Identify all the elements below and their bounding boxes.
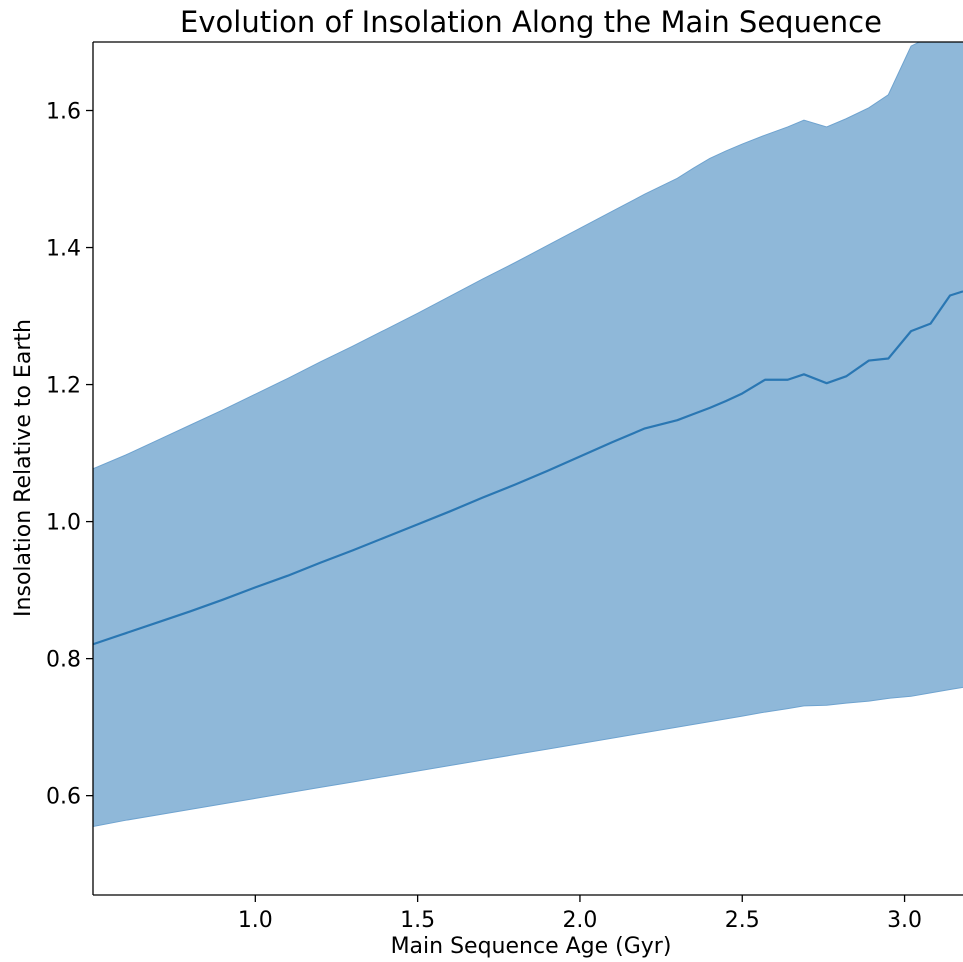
upper-bound-line <box>93 42 921 470</box>
x-tick-label: 1.0 <box>238 908 273 933</box>
uncertainty-band <box>93 42 963 827</box>
lower-bound-line <box>93 686 963 827</box>
y-axis-label: Insolation Relative to Earth <box>11 319 36 617</box>
y-tick-label: 0.8 <box>46 648 81 673</box>
mean-line <box>93 290 963 646</box>
x-tick-label: 3.0 <box>887 908 922 933</box>
x-tick-label: 2.0 <box>562 908 597 933</box>
y-tick-label: 1.4 <box>46 237 81 262</box>
plot-area <box>93 42 963 827</box>
x-tick-label: 1.5 <box>400 908 435 933</box>
y-tick-label: 0.6 <box>46 785 81 810</box>
y-tick-label: 1.0 <box>46 511 81 536</box>
chart-title: Evolution of Insolation Along the Main S… <box>180 5 882 39</box>
x-axis-label: Main Sequence Age (Gyr) <box>391 934 672 959</box>
y-axis-ticks: 0.6 0.8 1.0 1.2 1.4 1.6 <box>46 100 93 810</box>
y-tick-label: 1.6 <box>46 100 81 125</box>
x-tick-label: 2.5 <box>725 908 760 933</box>
y-tick-label: 1.2 <box>46 374 81 399</box>
x-axis-ticks: 1.0 1.5 2.0 2.5 3.0 <box>238 895 922 933</box>
